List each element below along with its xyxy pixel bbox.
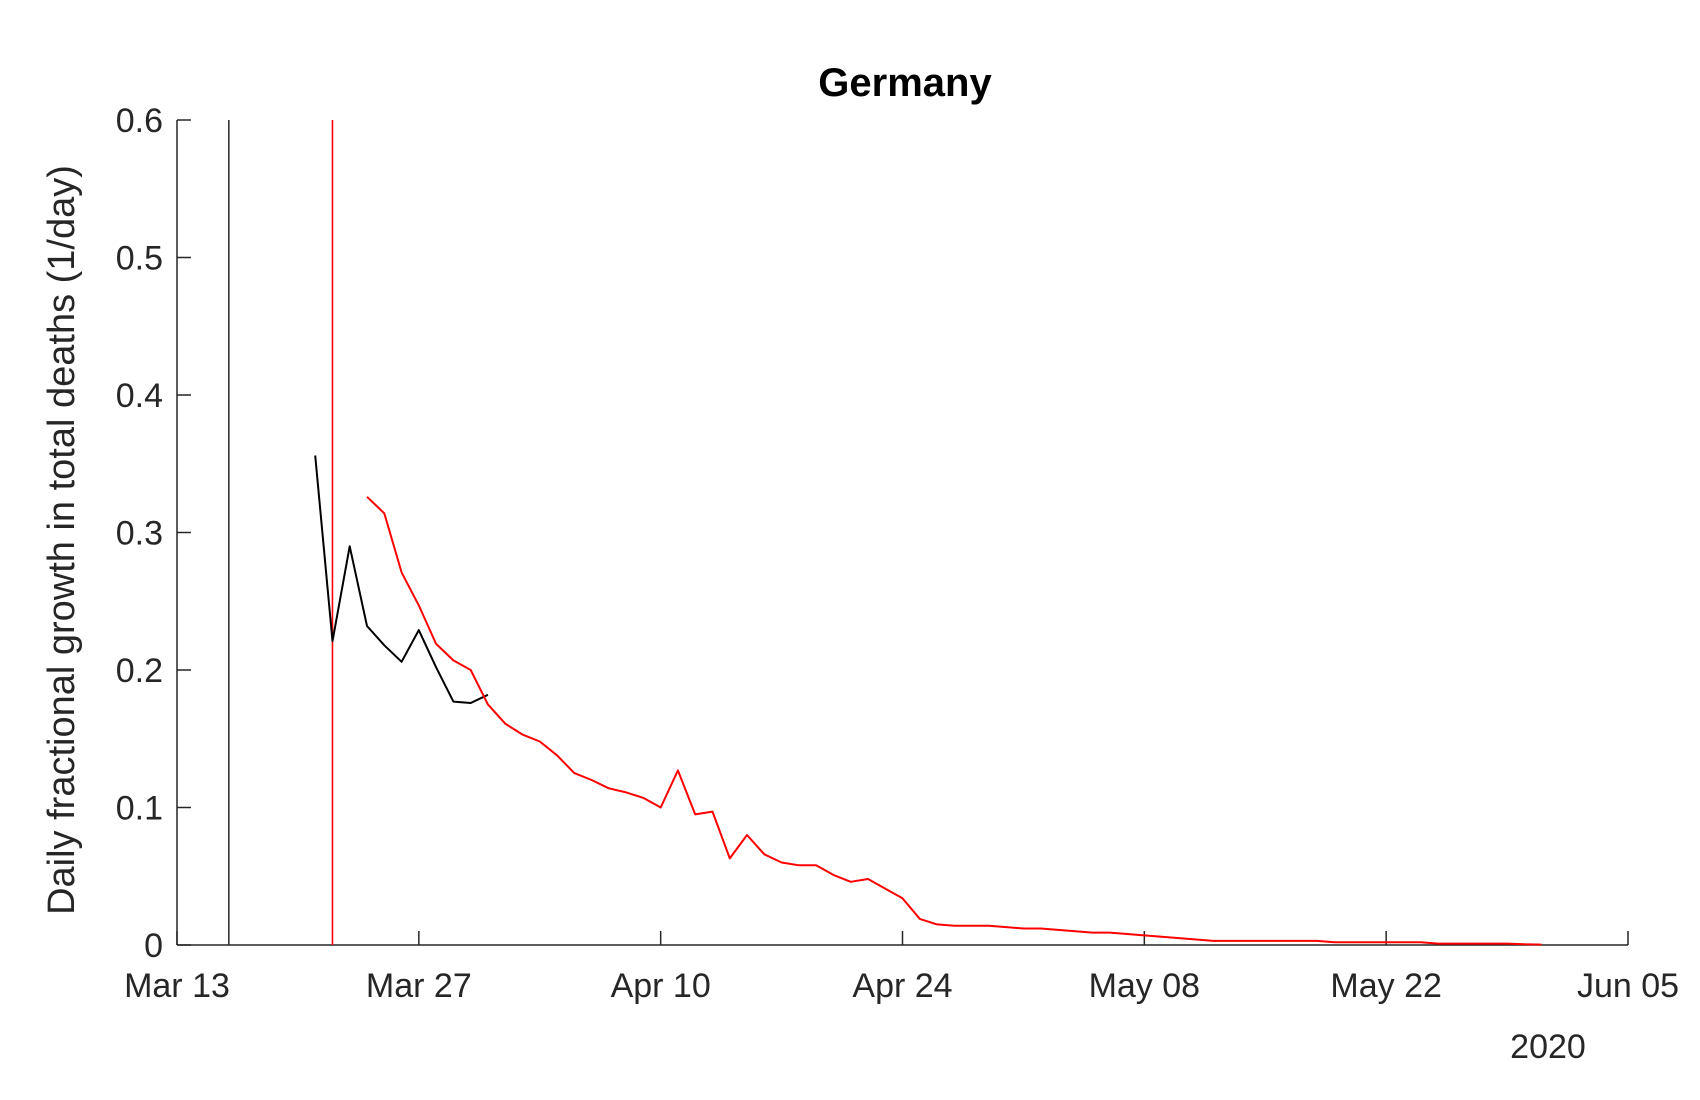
y-axis-label: Daily fractional growth in total deaths … [41,165,83,915]
y-tick-label: 0.4 [116,377,163,415]
series-lines [314,455,1542,946]
x-tick-label: Jun 05 [1577,967,1679,1005]
y-tick-label: 0.6 [116,102,163,140]
series-line-1 [314,455,489,704]
x-tick-label: Mar 27 [366,967,472,1005]
y-tick-label: 0.5 [116,240,163,278]
x-tick-label: Mar 13 [124,967,230,1005]
x-tick-label: Apr 10 [611,967,711,1005]
series-line-2 [366,496,1542,946]
y-tick-label: 0.3 [116,515,163,553]
y-tick-label: 0 [144,927,163,965]
y-tick-label: 0.2 [116,652,163,690]
chart-title: Germany [818,61,992,105]
y-tick-label: 0.1 [116,790,163,828]
axes: 0 0.1 0.2 0.3 0.4 0.5 0.6 Mar 13 Mar 27 Apr 10 Apr… [116,102,1679,1005]
reference-lines [228,120,334,945]
x-tick-label: May 08 [1089,967,1201,1005]
x-axis-year-label: 2020 [1510,1028,1586,1066]
x-tick-label: Apr 24 [852,967,952,1005]
x-tick-label: May 22 [1330,967,1442,1005]
